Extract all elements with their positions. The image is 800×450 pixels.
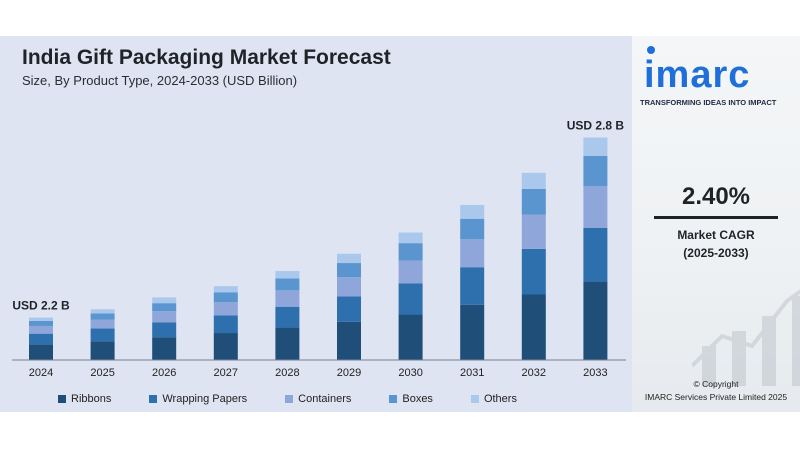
bar-segment-ribbons-2032 xyxy=(521,294,546,360)
legend-item-containers: Containers xyxy=(285,393,351,405)
bar-segment-ribbons-2033 xyxy=(583,281,608,360)
x-tick-label: 2030 xyxy=(398,367,422,379)
chart-subtitle: Size, By Product Type, 2024-2033 (USD Bi… xyxy=(22,73,298,88)
data-label-total: USD 2.2 B xyxy=(12,299,70,313)
bar-segment-containers-2029 xyxy=(337,277,361,297)
legend-swatch xyxy=(470,395,479,403)
bar-segment-containers-2030 xyxy=(398,260,423,284)
bar-segment-containers-2028 xyxy=(275,290,300,307)
stacked-bar-chart: 2024 2025 2026 2027 2028 2029 2030 2031 2032 2033… xyxy=(12,119,626,379)
cagr-divider xyxy=(654,216,778,219)
bar-segment-ribbons-2027 xyxy=(213,333,238,360)
bar-segment-boxes-2025 xyxy=(90,313,115,320)
chart-title: India Gift Packaging Market Forecast xyxy=(22,46,391,69)
cagr-years: (2025-2033) xyxy=(683,246,749,260)
bar-segment-containers-2025 xyxy=(90,319,115,329)
legend-item-wrapping-papers: Wrapping Papers xyxy=(149,393,247,405)
legend-item-others: Others xyxy=(470,393,517,405)
bar-segment-ribbons-2031 xyxy=(460,304,485,360)
x-tick-label: 2025 xyxy=(90,367,114,379)
bar-segment-others-2026 xyxy=(152,297,177,304)
bar-segment-containers-2027 xyxy=(213,302,238,316)
bar-segment-others-2027 xyxy=(213,286,238,293)
x-tick-label: 2033 xyxy=(583,367,607,379)
bar-segment-containers-2032 xyxy=(521,214,546,249)
bar-segment-others-2025 xyxy=(90,309,115,314)
bar-segment-boxes-2028 xyxy=(275,278,300,291)
x-tick-label: 2024 xyxy=(29,367,53,379)
bar-segment-others-2033 xyxy=(583,137,608,156)
legend-label: Boxes xyxy=(402,393,433,405)
bar-segment-boxes-2029 xyxy=(337,263,361,278)
brand-panel: imarc TRANSFORMING IDEAS INTO IMPACT 2.4… xyxy=(632,36,800,412)
bar-segment-others-2031 xyxy=(460,204,485,219)
x-tick-label: 2027 xyxy=(214,367,238,379)
copyright-text: © Copyright xyxy=(693,379,739,389)
bar-segment-wrapping-papers-2033 xyxy=(583,227,608,282)
chart-legend: Ribbons Wrapping Papers Containers Boxes Oth… xyxy=(58,393,517,405)
bar-segment-others-2032 xyxy=(521,172,546,189)
bar-segment-boxes-2033 xyxy=(583,155,608,186)
legend-swatch xyxy=(58,395,66,403)
bar-segment-others-2030 xyxy=(398,232,423,244)
bar-segment-wrapping-papers-2025 xyxy=(90,328,115,342)
infographic-card: India Gift Packaging Market Forecast Siz… xyxy=(0,36,800,412)
chart-panel: India Gift Packaging Market Forecast Siz… xyxy=(0,36,632,412)
x-tick-label: 2032 xyxy=(522,367,546,379)
bar-segment-boxes-2030 xyxy=(398,243,423,261)
legend-label: Ribbons xyxy=(71,393,112,405)
legend-label: Others xyxy=(483,393,517,405)
bar-segment-ribbons-2024 xyxy=(29,344,53,360)
bar-segment-others-2024 xyxy=(29,317,53,321)
company-name: IMARC Services Private Limited 2025 xyxy=(644,392,788,402)
chart-watermark-icon xyxy=(692,289,800,386)
x-tick-label: 2026 xyxy=(152,367,176,379)
brand-logo: imarc xyxy=(644,54,751,96)
bar-segment-containers-2026 xyxy=(152,311,177,323)
legend-label: Containers xyxy=(298,393,352,405)
bar-segment-containers-2033 xyxy=(583,185,608,228)
bar-segment-containers-2031 xyxy=(460,239,485,268)
legend-label: Wrapping Papers xyxy=(162,393,248,405)
cagr-value: 2.40% xyxy=(681,183,751,210)
x-tick-label: 2029 xyxy=(337,367,361,379)
x-tick-label: 2031 xyxy=(460,367,484,379)
x-tick-label: 2028 xyxy=(275,367,299,379)
bar-segment-boxes-2024 xyxy=(29,320,53,326)
bar-segment-ribbons-2030 xyxy=(398,314,423,360)
legend-item-boxes: Boxes xyxy=(389,393,433,405)
bar-segment-boxes-2032 xyxy=(521,188,546,215)
bar-segment-containers-2024 xyxy=(29,325,53,334)
bar-segment-boxes-2027 xyxy=(213,292,238,303)
bar-segment-wrapping-papers-2031 xyxy=(460,267,485,305)
bar-segment-boxes-2026 xyxy=(152,303,177,312)
cagr-label: Market CAGR xyxy=(677,228,755,242)
bar-segment-ribbons-2026 xyxy=(152,337,177,360)
bar-segment-wrapping-papers-2024 xyxy=(29,333,53,345)
bar-segment-wrapping-papers-2032 xyxy=(521,248,546,295)
data-label-total: USD 2.8 B xyxy=(567,119,625,133)
logo-dot-icon xyxy=(647,46,655,54)
legend-swatch xyxy=(149,395,158,403)
bar-segment-wrapping-papers-2028 xyxy=(275,306,300,328)
legend-swatch xyxy=(389,395,398,403)
bar-segment-boxes-2031 xyxy=(460,218,485,240)
legend-item-ribbons: Ribbons xyxy=(58,393,111,405)
bar-segment-ribbons-2028 xyxy=(275,327,300,360)
legend-swatch xyxy=(285,395,294,403)
bar-segment-wrapping-papers-2027 xyxy=(213,315,238,334)
bar-segment-wrapping-papers-2026 xyxy=(152,322,177,338)
bar-segment-others-2028 xyxy=(275,271,300,279)
bar-segment-wrapping-papers-2030 xyxy=(398,283,423,315)
bar-segment-ribbons-2029 xyxy=(337,321,361,360)
bar-segment-wrapping-papers-2029 xyxy=(337,296,361,322)
bar-segment-others-2029 xyxy=(337,253,361,264)
bar-segment-ribbons-2025 xyxy=(90,341,115,360)
brand-tagline: TRANSFORMING IDEAS INTO IMPACT xyxy=(640,98,777,107)
